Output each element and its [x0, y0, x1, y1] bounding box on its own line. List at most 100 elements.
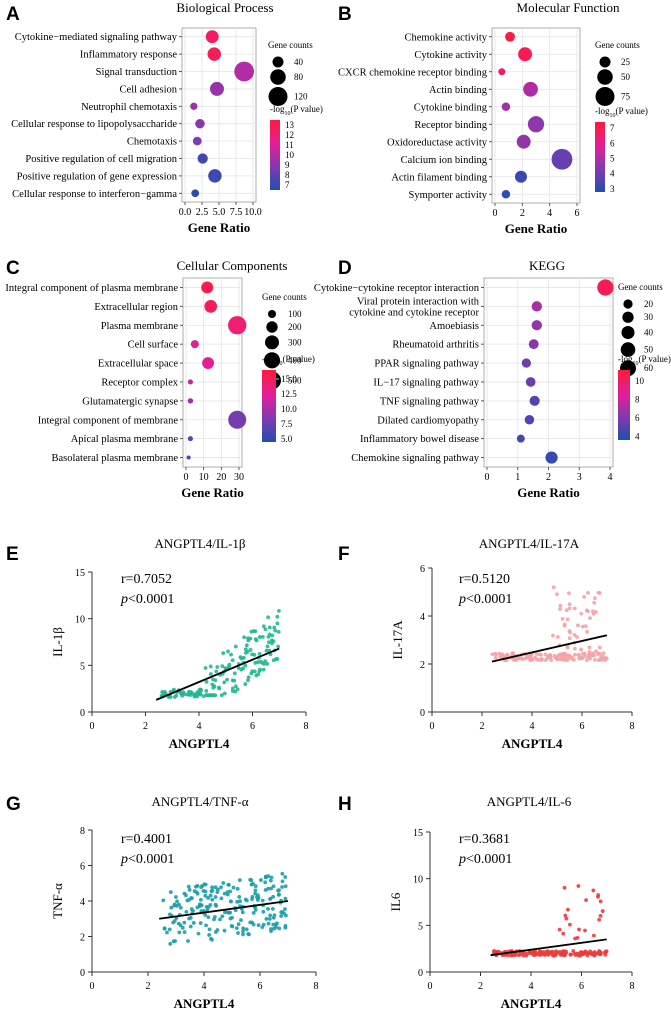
- term-label: Rheumatoid arthritis: [392, 340, 479, 351]
- data-point: [241, 926, 246, 931]
- data-point: [243, 682, 248, 686]
- data-point: [543, 652, 548, 657]
- p-value: p<0.0001: [458, 592, 512, 607]
- size-legend-label: 25: [621, 57, 631, 67]
- data-point: [588, 616, 592, 621]
- dot-point: [202, 357, 215, 370]
- dot-point: [190, 102, 198, 110]
- data-point: [203, 882, 208, 887]
- color-legend-title: -log10(P value): [618, 354, 671, 367]
- data-point: [596, 652, 600, 656]
- data-point: [573, 652, 577, 657]
- data-point: [261, 624, 266, 629]
- data-point: [222, 928, 227, 933]
- term-label: CXCR chemokine receptor binding: [338, 67, 488, 78]
- dot-point: [187, 398, 194, 404]
- color-legend-label: 11: [285, 140, 294, 150]
- data-point: [525, 951, 530, 956]
- x-tick-label: 2: [146, 981, 151, 992]
- data-point: [566, 907, 570, 912]
- term-label: Receptor complex: [101, 377, 178, 388]
- y-axis-label: TNF-α: [50, 883, 65, 919]
- x-tick-label: 0: [428, 981, 433, 992]
- x-axis-label: ANGPTL4: [169, 736, 230, 751]
- y-tick-label: 6: [80, 862, 85, 873]
- data-point: [244, 643, 249, 648]
- term-label: Receptor binding: [414, 120, 487, 131]
- data-point: [577, 927, 581, 932]
- data-point: [234, 926, 239, 931]
- dot-point: [187, 379, 193, 385]
- data-point: [180, 925, 185, 930]
- dot-point: [514, 170, 527, 183]
- data-point: [241, 932, 245, 937]
- dot-plot-c: C Cellular Components 0 10 20 30 Integral comp…: [5, 258, 315, 500]
- data-point: [203, 893, 208, 898]
- size-legend-dot: [620, 342, 636, 357]
- color-legend-label: 4: [635, 431, 640, 441]
- data-point: [205, 693, 210, 698]
- x-tick-label: 0: [430, 721, 435, 732]
- data-point: [572, 633, 577, 637]
- data-point: [551, 585, 556, 590]
- data-point: [578, 654, 583, 659]
- data-point: [214, 903, 219, 908]
- chart-title: ANGPTL4/IL-6: [487, 794, 572, 809]
- data-point: [230, 686, 235, 691]
- data-point: [245, 649, 250, 654]
- x-tick-label: 2: [546, 472, 551, 483]
- data-point: [520, 657, 525, 662]
- x-tick-label: 0: [90, 981, 95, 992]
- y-tick-label: 2: [420, 660, 425, 671]
- data-point: [280, 871, 285, 876]
- dot-point: [525, 377, 536, 387]
- data-point: [277, 608, 281, 613]
- data-point: [249, 882, 254, 887]
- size-legend-label: 80: [294, 72, 304, 82]
- chart-title: ANGPTL4/TNF-α: [151, 794, 248, 809]
- data-point: [277, 888, 281, 893]
- term-label: Positive regulation of cell migration: [25, 154, 177, 165]
- size-legend-label: 500: [288, 375, 302, 385]
- r-value: r=0.4001: [121, 832, 172, 847]
- data-point: [251, 922, 256, 927]
- dot-point: [518, 47, 533, 62]
- size-legend-dot: [268, 86, 288, 106]
- data-point: [256, 923, 261, 928]
- color-legend-label: 10: [635, 376, 645, 386]
- data-point: [174, 895, 178, 899]
- data-point: [533, 655, 538, 660]
- data-point: [178, 905, 183, 910]
- data-point: [271, 658, 276, 663]
- data-point: [267, 625, 272, 630]
- data-point: [247, 932, 251, 937]
- size-legend-label: 200: [288, 322, 302, 332]
- chart-title: Biological Process: [176, 0, 273, 15]
- dot-point: [186, 455, 191, 460]
- size-legend-dot: [267, 309, 277, 319]
- x-tick-label: 0: [485, 472, 490, 483]
- p-value: p<0.0001: [120, 852, 174, 867]
- dot-point: [528, 339, 539, 350]
- data-point: [188, 924, 193, 929]
- y-tick-label: 8: [80, 826, 85, 837]
- data-point: [275, 614, 280, 619]
- dot-point: [501, 190, 511, 199]
- term-label: Chemokine signaling pathway: [351, 453, 479, 464]
- data-point: [243, 897, 248, 902]
- dot-point: [197, 153, 208, 164]
- data-point: [222, 680, 227, 685]
- dot-point: [228, 410, 247, 429]
- chart-title: Cellular Components: [177, 258, 288, 273]
- data-point: [568, 922, 572, 927]
- y-tick-label: 4: [420, 612, 425, 623]
- data-point: [213, 895, 218, 899]
- color-legend-bar: [262, 370, 276, 442]
- color-legend-label: 7: [285, 180, 290, 190]
- data-point: [246, 638, 251, 643]
- data-point: [257, 635, 262, 639]
- data-point: [253, 907, 258, 912]
- data-point: [204, 905, 209, 909]
- data-point: [553, 953, 558, 957]
